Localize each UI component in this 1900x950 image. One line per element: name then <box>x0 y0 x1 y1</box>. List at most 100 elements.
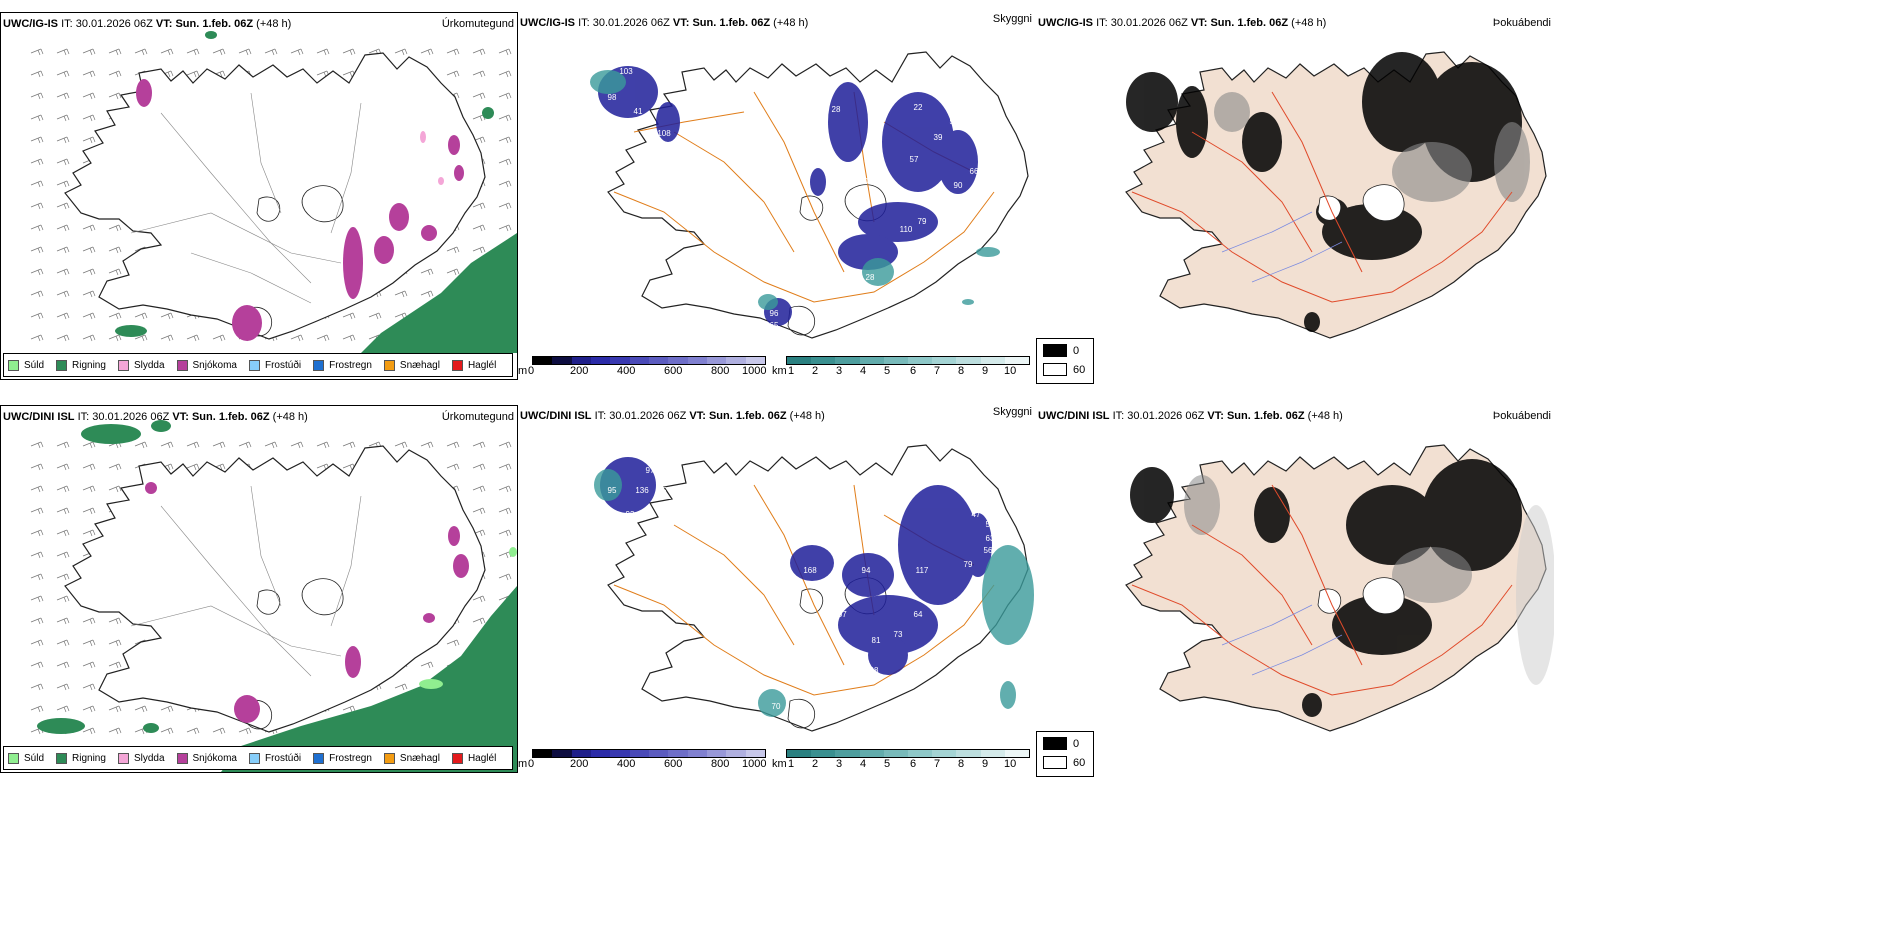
wind-barb <box>342 48 356 56</box>
wind-barb <box>56 661 70 669</box>
map-value-label: 117 <box>916 566 929 575</box>
map-value-label: 81 <box>872 636 881 645</box>
wind-barb <box>472 595 486 603</box>
wind-barb <box>446 463 460 471</box>
wind-barb <box>82 136 96 144</box>
wind-barb <box>30 202 44 210</box>
map-value-label: 98 <box>608 93 617 102</box>
wind-barb <box>446 246 460 254</box>
map-value-label: 97 <box>648 526 657 535</box>
visibility-colorbar: km 1 2 3 4 5 6 7 8 9 10 <box>772 749 1032 771</box>
wind-barb <box>56 290 70 298</box>
wind-barb <box>82 268 96 276</box>
fog-indicator-panel-bottom: UWC/DINI ISL IT: 30.01.2026 06Z VT: Sun.… <box>1036 405 1554 777</box>
cloud-base-visibility-panel-bottom: UWC/DINI ISL IT: 30.01.2026 06Z VT: Sun.… <box>518 405 1036 773</box>
map-value-label: 63 <box>986 534 995 543</box>
wind-barb <box>238 727 252 735</box>
map-value-label: 90 <box>954 181 963 190</box>
wind-barb <box>30 639 44 647</box>
panel-header: UWC/IG-IS IT: 30.01.2026 06Z VT: Sun. 1.… <box>520 17 809 29</box>
wind-barb <box>420 290 434 298</box>
elevation-colorbar: m 0 200 400 600 800 1000 <box>518 749 768 771</box>
wind-barb <box>30 683 44 691</box>
wind-barb <box>30 180 44 188</box>
wind-barb <box>82 312 96 320</box>
wind-barb <box>498 158 512 166</box>
wind-barb <box>238 48 252 56</box>
wind-barb <box>108 70 122 78</box>
legend-item: Slydda <box>117 359 165 371</box>
wind-barb <box>82 246 96 254</box>
panel-header: UWC/DINI ISL IT: 30.01.2026 06Z VT: Sun.… <box>3 411 308 423</box>
map-value-label: 70 <box>772 702 781 711</box>
wind-barb <box>394 290 408 298</box>
legend-item: Frostúði <box>248 359 301 371</box>
wind-barb <box>160 727 174 735</box>
map-value-label: 67 <box>982 137 991 146</box>
map-value-label: 79 <box>918 217 927 226</box>
legend-item: Snæhagl <box>383 359 440 371</box>
wind-barb <box>108 224 122 232</box>
wind-barb <box>56 224 70 232</box>
wind-barb <box>56 639 70 647</box>
map-value-label: 65 <box>770 321 779 330</box>
wind-barb <box>264 48 278 56</box>
fog-map <box>1125 51 1547 339</box>
wind-barb <box>472 48 486 56</box>
wind-barb <box>394 441 408 449</box>
wind-barb <box>30 595 44 603</box>
legend-item: Slydda <box>117 752 165 764</box>
wind-barb <box>56 70 70 78</box>
wind-barb <box>420 661 434 669</box>
wind-barb <box>160 705 174 713</box>
precip-type-panel-top: UWC/IG-IS IT: 30.01.2026 06Z VT: Sun. 1.… <box>0 12 518 380</box>
legend-item: Snjókoma <box>176 752 237 764</box>
wind-barb <box>82 507 96 515</box>
wind-barb <box>82 441 96 449</box>
wind-barb <box>472 507 486 515</box>
wind-barb <box>290 48 304 56</box>
map-value-label: 70 <box>954 201 963 210</box>
wind-barb <box>56 573 70 581</box>
wind-barb <box>82 485 96 493</box>
wind-barb <box>108 312 122 320</box>
wind-barb <box>56 268 70 276</box>
wind-barb <box>290 441 304 449</box>
wind-barb <box>186 70 200 78</box>
wind-barb <box>108 661 122 669</box>
wind-barb <box>394 48 408 56</box>
wind-barb <box>108 246 122 254</box>
wind-barb <box>472 70 486 78</box>
map-value-label: 95 <box>608 486 617 495</box>
visibility-colorbar: km 1 2 3 4 5 6 7 8 9 10 <box>772 356 1032 378</box>
wind-barb <box>316 48 330 56</box>
wind-barb <box>56 529 70 537</box>
wind-barb <box>498 463 512 471</box>
legend-item: Súld <box>8 752 44 764</box>
map-value-label: 56 <box>984 546 993 555</box>
map-value-label: 57 <box>910 155 919 164</box>
wind-barb <box>30 334 44 342</box>
legend-item: Haglél <box>451 752 496 764</box>
wind-barb <box>498 48 512 56</box>
wind-barb <box>316 334 330 342</box>
wind-barb <box>56 551 70 559</box>
wind-barb <box>82 48 96 56</box>
wind-barb <box>108 639 122 647</box>
wind-barb <box>30 224 44 232</box>
map-value-label: 64 <box>914 610 923 619</box>
map-value-label: 28 <box>866 273 875 282</box>
wind-barb <box>30 114 44 122</box>
elevation-colorbar: m 0 200 400 600 800 1000 <box>518 356 768 378</box>
wind-barb <box>160 48 174 56</box>
panel-title: Þokuábendi <box>1492 410 1551 422</box>
map-value-label: 66 <box>970 167 979 176</box>
wind-barb <box>108 727 122 735</box>
cloud-base-visibility-panel-top: UWC/IG-IS IT: 30.01.2026 06Z VT: Sun. 1.… <box>518 12 1036 380</box>
wind-barb <box>342 312 356 320</box>
wind-barb <box>56 48 70 56</box>
wind-barb <box>316 441 330 449</box>
wind-barb <box>498 202 512 210</box>
wind-barb <box>472 246 486 254</box>
wind-barb <box>472 617 486 625</box>
